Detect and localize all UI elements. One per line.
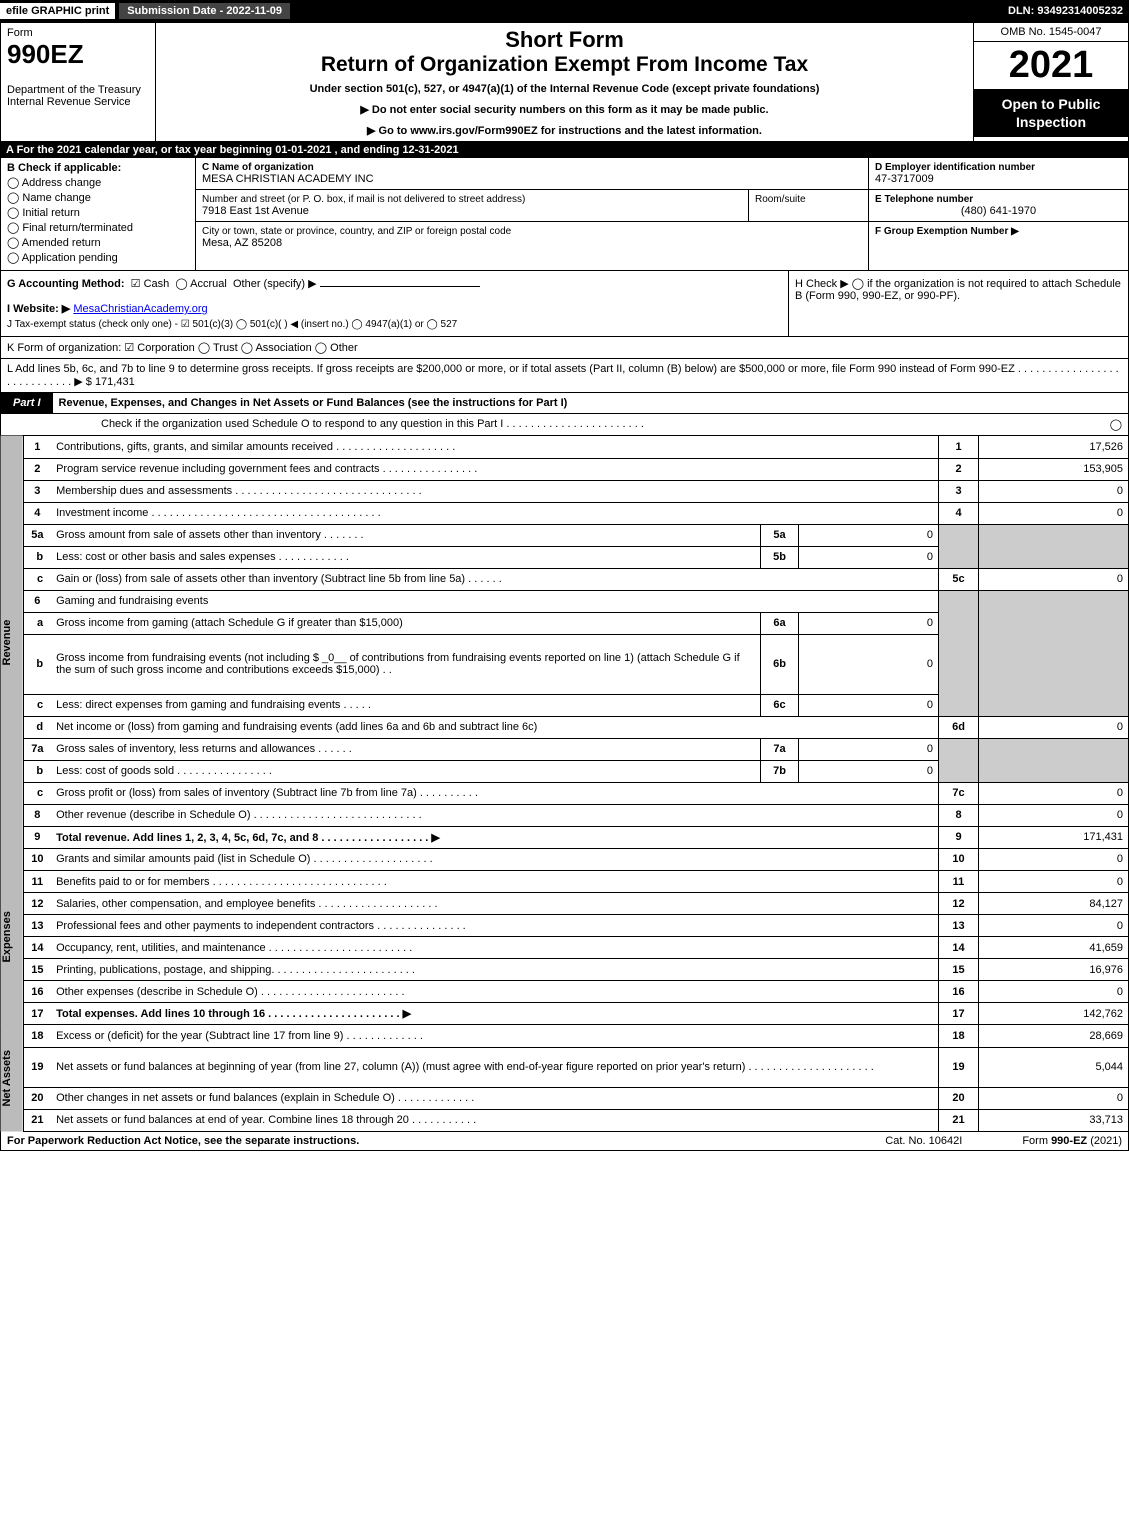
line-14: 14Occupancy, rent, utilities, and mainte… xyxy=(23,937,1128,959)
j-tax-exempt: J Tax-exempt status (check only one) - ☑… xyxy=(7,319,782,330)
section-b: B Check if applicable: ◯ Address change … xyxy=(1,158,196,270)
line-1: 1Contributions, gifts, grants, and simil… xyxy=(23,436,1128,458)
cat-no: Cat. No. 10642I xyxy=(825,1135,1022,1147)
ein-value: 47-3717009 xyxy=(875,173,1122,185)
line-8: 8Other revenue (describe in Schedule O) … xyxy=(23,804,1128,826)
header-center: Short Form Return of Organization Exempt… xyxy=(156,23,973,141)
tel-label: E Telephone number xyxy=(875,194,1122,205)
chk-amended[interactable]: ◯ Amended return xyxy=(7,236,189,249)
section-c: C Name of organization MESA CHRISTIAN AC… xyxy=(196,158,868,270)
row-l: L Add lines 5b, 6c, and 7b to line 9 to … xyxy=(0,359,1129,393)
room-suite-label: Room/suite xyxy=(748,190,868,221)
line-7a: 7aGross sales of inventory, less returns… xyxy=(23,738,1128,760)
netassets-tab: Net Assets xyxy=(1,1025,23,1132)
subtitle: Under section 501(c), 527, or 4947(a)(1)… xyxy=(160,83,969,95)
section-h: H Check ▶ ◯ if the organization is not r… xyxy=(788,271,1128,336)
line-20: 20Other changes in net assets or fund ba… xyxy=(23,1087,1128,1109)
city-state-zip: Mesa, AZ 85208 xyxy=(202,237,862,249)
line-9: 9Total revenue. Add lines 1, 2, 3, 4, 5c… xyxy=(23,826,1128,848)
group-exempt-label: F Group Exemption Number ▶ xyxy=(875,226,1122,237)
line-16: 16Other expenses (describe in Schedule O… xyxy=(23,981,1128,1003)
row-k: K Form of organization: ☑ Corporation ◯ … xyxy=(0,337,1129,359)
i-website-label: I Website: ▶ xyxy=(7,303,70,315)
city-label: City or town, state or province, country… xyxy=(202,226,862,237)
expenses-table: 10Grants and similar amounts paid (list … xyxy=(23,849,1129,1026)
paperwork-notice: For Paperwork Reduction Act Notice, see … xyxy=(7,1135,825,1147)
line-10: 10Grants and similar amounts paid (list … xyxy=(23,849,1128,871)
g-cash[interactable]: ☑ Cash xyxy=(131,278,170,290)
revenue-table: 1Contributions, gifts, grants, and simil… xyxy=(23,436,1129,849)
part1-sub-checkbox[interactable]: ◯ xyxy=(1110,418,1122,431)
form-label: Form xyxy=(7,27,149,39)
line-4: 4Investment income . . . . . . . . . . .… xyxy=(23,502,1128,524)
section-def: D Employer identification number 47-3717… xyxy=(868,158,1128,270)
gh-row: G Accounting Method: ☑ Cash ◯ Accrual Ot… xyxy=(0,271,1129,337)
submission-date: Submission Date - 2022-11-09 xyxy=(119,3,290,19)
chk-name[interactable]: ◯ Name change xyxy=(7,191,189,204)
ssn-note: ▶ Do not enter social security numbers o… xyxy=(160,103,969,116)
revenue-tab: Revenue xyxy=(1,436,23,849)
department: Department of the Treasury Internal Reve… xyxy=(7,84,149,108)
l-value: 171,431 xyxy=(95,376,135,388)
line-2: 2Program service revenue including gover… xyxy=(23,458,1128,480)
tax-year: 2021 xyxy=(974,42,1128,89)
line-7c: cGross profit or (loss) from sales of in… xyxy=(23,782,1128,804)
line-6d: dNet income or (loss) from gaming and fu… xyxy=(23,716,1128,738)
top-bar: efile GRAPHIC print Submission Date - 20… xyxy=(0,0,1129,22)
addr-label: Number and street (or P. O. box, if mail… xyxy=(202,194,742,205)
form-number: 990EZ xyxy=(7,39,149,70)
return-title: Return of Organization Exempt From Incom… xyxy=(160,53,969,77)
revenue-section: Revenue 1Contributions, gifts, grants, a… xyxy=(0,436,1129,849)
g-accrual[interactable]: ◯ Accrual xyxy=(175,278,226,290)
g-other[interactable]: Other (specify) ▶ xyxy=(233,278,317,290)
line-5a: 5aGross amount from sale of assets other… xyxy=(23,524,1128,546)
line-11: 11Benefits paid to or for members . . . … xyxy=(23,871,1128,893)
b-label: B Check if applicable: xyxy=(7,162,189,174)
line-6: 6Gaming and fundraising events xyxy=(23,590,1128,612)
part1-tab: Part I xyxy=(1,393,53,413)
c-name-label: C Name of organization xyxy=(202,162,862,173)
header-left: Form 990EZ Department of the Treasury In… xyxy=(1,23,156,141)
chk-pending[interactable]: ◯ Application pending xyxy=(7,251,189,264)
line-3: 3Membership dues and assessments . . . .… xyxy=(23,480,1128,502)
efile-label: efile GRAPHIC print xyxy=(0,3,115,19)
omb-number: OMB No. 1545-0047 xyxy=(974,23,1128,42)
line-5c: cGain or (loss) from sale of assets othe… xyxy=(23,568,1128,590)
form-header: Form 990EZ Department of the Treasury In… xyxy=(0,22,1129,142)
chk-address[interactable]: ◯ Address change xyxy=(7,176,189,189)
street-address: 7918 East 1st Avenue xyxy=(202,205,742,217)
chk-initial[interactable]: ◯ Initial return xyxy=(7,206,189,219)
goto-link[interactable]: ▶ Go to www.irs.gov/Form990EZ for instru… xyxy=(160,124,969,137)
part1-sub: Check if the organization used Schedule … xyxy=(0,414,1129,436)
line-19: 19Net assets or fund balances at beginni… xyxy=(23,1047,1128,1087)
section-g: G Accounting Method: ☑ Cash ◯ Accrual Ot… xyxy=(1,271,788,336)
line-18: 18Excess or (deficit) for the year (Subt… xyxy=(23,1025,1128,1047)
chk-final[interactable]: ◯ Final return/terminated xyxy=(7,221,189,234)
line-17: 17Total expenses. Add lines 10 through 1… xyxy=(23,1003,1128,1025)
bcd-row: B Check if applicable: ◯ Address change … xyxy=(0,158,1129,271)
ein-label: D Employer identification number xyxy=(875,162,1122,173)
open-inspection: Open to Public Inspection xyxy=(974,89,1128,137)
netassets-table: 18Excess or (deficit) for the year (Subt… xyxy=(23,1025,1129,1132)
expenses-section: Expenses 10Grants and similar amounts pa… xyxy=(0,849,1129,1026)
line-21: 21Net assets or fund balances at end of … xyxy=(23,1109,1128,1131)
expenses-tab: Expenses xyxy=(1,849,23,1026)
netassets-section: Net Assets 18Excess or (deficit) for the… xyxy=(0,1025,1129,1132)
g-label: G Accounting Method: xyxy=(7,278,125,290)
short-form-title: Short Form xyxy=(160,27,969,53)
tel-value: (480) 641-1970 xyxy=(875,205,1122,217)
website-link[interactable]: MesaChristianAcademy.org xyxy=(73,303,207,315)
page-footer: For Paperwork Reduction Act Notice, see … xyxy=(0,1132,1129,1151)
part1-title: Revenue, Expenses, and Changes in Net As… xyxy=(53,393,1128,413)
part1-header: Part I Revenue, Expenses, and Changes in… xyxy=(0,393,1129,414)
line-12: 12Salaries, other compensation, and empl… xyxy=(23,893,1128,915)
row-a: A For the 2021 calendar year, or tax yea… xyxy=(0,142,1129,158)
org-name: MESA CHRISTIAN ACADEMY INC xyxy=(202,173,862,185)
line-13: 13Professional fees and other payments t… xyxy=(23,915,1128,937)
dln: DLN: 93492314005232 xyxy=(1008,5,1129,17)
line-15: 15Printing, publications, postage, and s… xyxy=(23,959,1128,981)
form-ref: Form 990-EZ (2021) xyxy=(1022,1135,1122,1147)
header-right: OMB No. 1545-0047 2021 Open to Public In… xyxy=(973,23,1128,141)
